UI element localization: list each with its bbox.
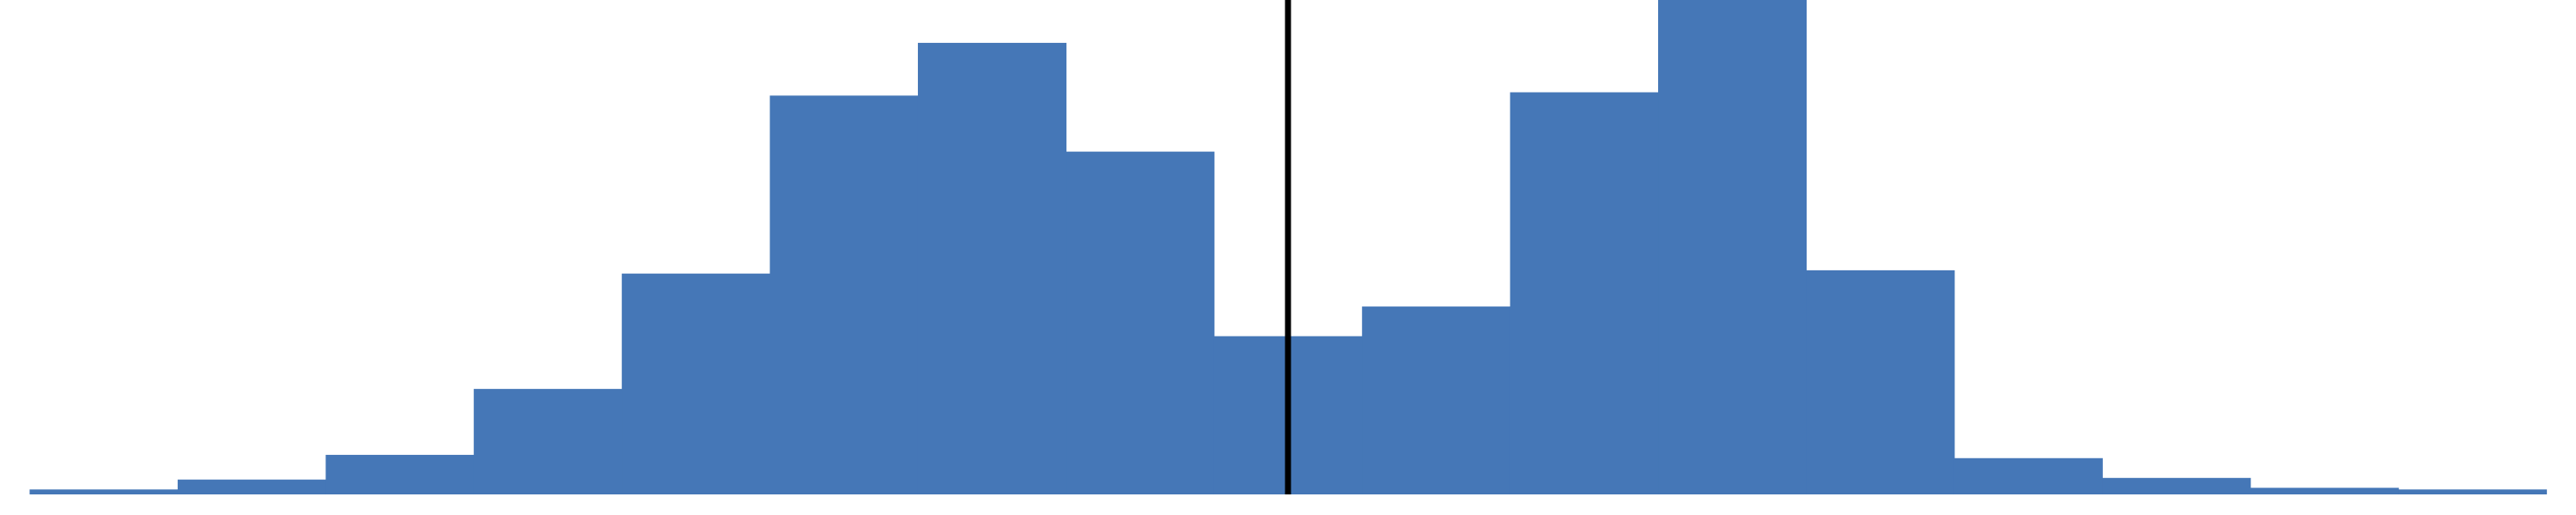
histogram-bar-12: [1658, 0, 1807, 494]
histogram-bar-14: [1953, 457, 2103, 494]
histogram-bar-2: [177, 479, 326, 494]
histogram-bar-10: [1362, 306, 1511, 494]
bars-layer: [29, 0, 2548, 495]
histogram-bar-4: [473, 389, 623, 494]
histogram-bar-17: [2398, 489, 2548, 494]
histogram-bar-8: [1066, 151, 1215, 494]
histogram-bar-6: [769, 95, 919, 495]
histogram-bar-15: [2102, 477, 2251, 494]
histogram-bar-13: [1806, 270, 1955, 494]
histogram-bar-1: [29, 489, 179, 494]
histogram-bar-16: [2250, 488, 2399, 494]
histogram-bar-7: [917, 42, 1066, 495]
histogram-bar-5: [622, 273, 771, 494]
histogram-bar-11: [1510, 92, 1659, 495]
histogram-bar-3: [325, 454, 475, 494]
